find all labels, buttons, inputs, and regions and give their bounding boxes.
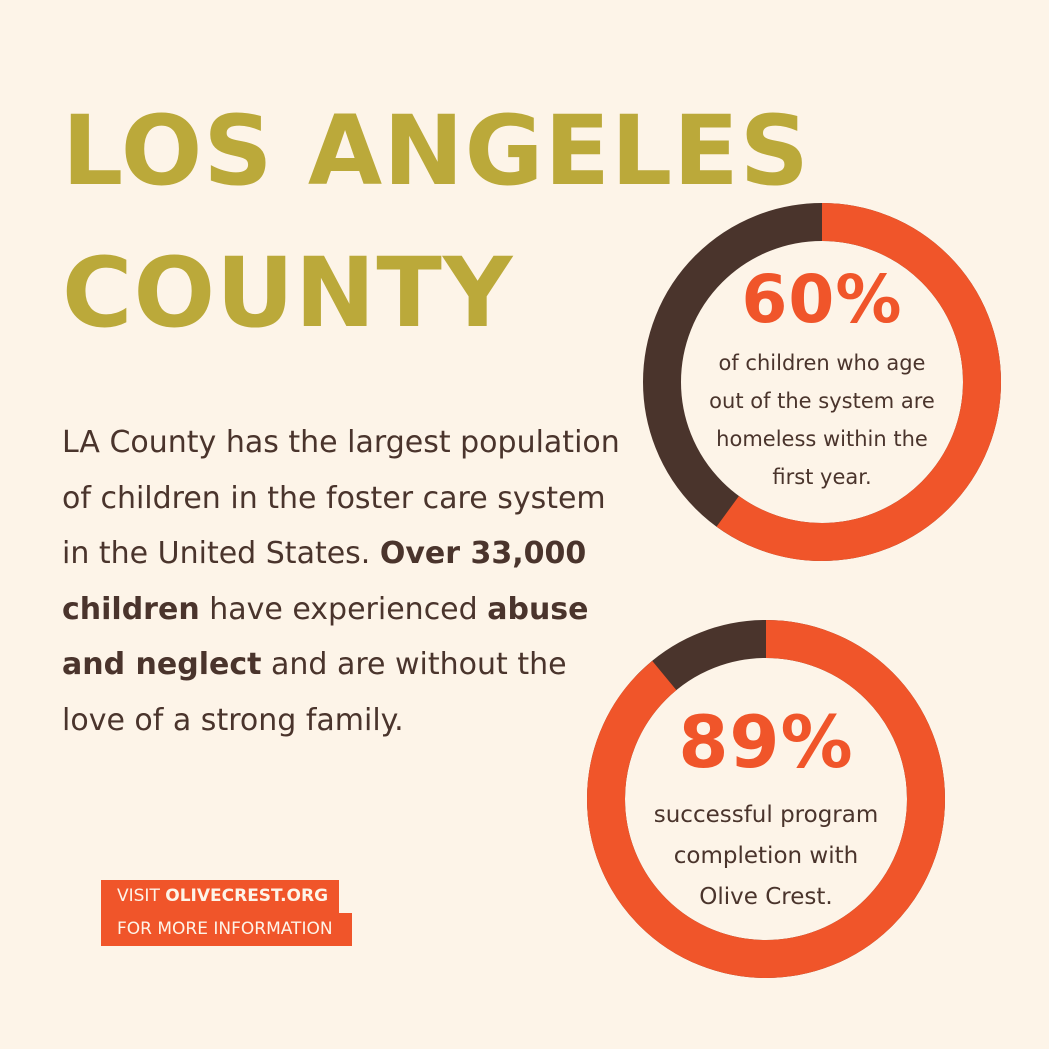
stat-percent: 60% [741, 261, 903, 338]
cta-site-link[interactable]: OLIVECREST.ORG [165, 886, 329, 906]
donut-chart [587, 620, 945, 978]
intro-bold-children: Over 33,000 children [62, 536, 587, 627]
stat-description: successful program completion with Olive… [653, 802, 879, 910]
stat-description: of children who age out of the system ar… [709, 351, 935, 489]
ring-fill [587, 620, 945, 978]
intro-bold-abuse: abuse and neglect [62, 591, 589, 683]
visit-cta[interactable]: VISIT OLIVECREST.ORG FOR MORE INFORMATIO… [101, 880, 352, 946]
page-title: LOS ANGELES COUNTY [62, 80, 810, 364]
donut-chart [643, 203, 1001, 561]
stat-ring-89: 89% successful program completion with O… [587, 620, 945, 978]
cta-line-2: FOR MORE INFORMATION [101, 913, 352, 946]
intro-text-3: and are without the love of a strong fam… [62, 647, 567, 738]
cta-line-1[interactable]: VISIT OLIVECREST.ORG [101, 880, 339, 913]
intro-text-1: LA County has the largest population of … [62, 425, 620, 572]
stat-percent: 89% [678, 700, 854, 784]
intro-text-2: have experienced [199, 591, 488, 627]
intro-paragraph: LA County has the largest population of … [62, 415, 622, 749]
title-line-2: COUNTY [62, 237, 514, 349]
ring-fill [643, 203, 1001, 561]
stat-ring-60: 60% of children who age out of the syste… [643, 203, 1001, 561]
title-line-1: LOS ANGELES [62, 95, 810, 207]
cta-visit-label: VISIT [117, 886, 166, 906]
